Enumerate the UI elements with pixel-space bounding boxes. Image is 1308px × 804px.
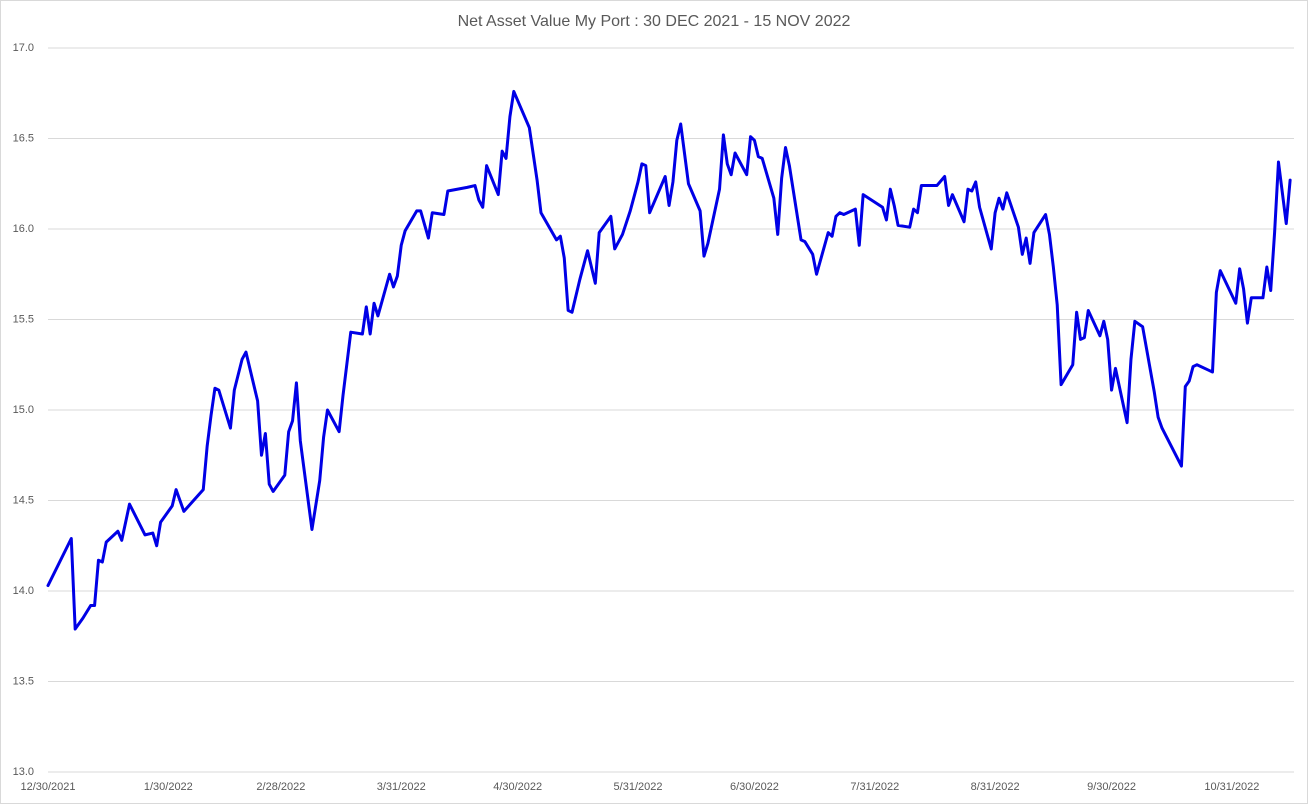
x-tick-label: 8/31/2022 — [971, 781, 1020, 793]
x-tick-label: 6/30/2022 — [730, 781, 779, 793]
y-tick-label: 14.5 — [13, 494, 34, 506]
x-tick-label: 7/31/2022 — [850, 781, 899, 793]
y-tick-label: 13.5 — [13, 675, 34, 687]
x-tick-label: 4/30/2022 — [493, 781, 542, 793]
x-tick-label: 9/30/2022 — [1087, 781, 1136, 793]
y-tick-label: 15.0 — [13, 404, 34, 416]
y-tick-label: 14.0 — [13, 585, 34, 597]
nav-line — [46, 89, 1292, 631]
x-tick-label: 3/31/2022 — [377, 781, 426, 793]
x-tick-label: 2/28/2022 — [256, 781, 305, 793]
chart-title: Net Asset Value My Port : 30 DEC 2021 - … — [458, 13, 851, 30]
y-tick-label: 15.5 — [13, 313, 34, 325]
y-tick-label: 16.5 — [13, 132, 34, 144]
y-tick-label: 16.0 — [13, 223, 34, 235]
x-tick-label: 12/30/2021 — [20, 781, 75, 793]
x-tick-label: 10/31/2022 — [1204, 781, 1259, 793]
y-tick-label: 17.0 — [13, 42, 34, 54]
y-tick-label: 13.0 — [13, 766, 34, 778]
x-tick-label: 5/31/2022 — [614, 781, 663, 793]
x-tick-label: 1/30/2022 — [144, 781, 193, 793]
